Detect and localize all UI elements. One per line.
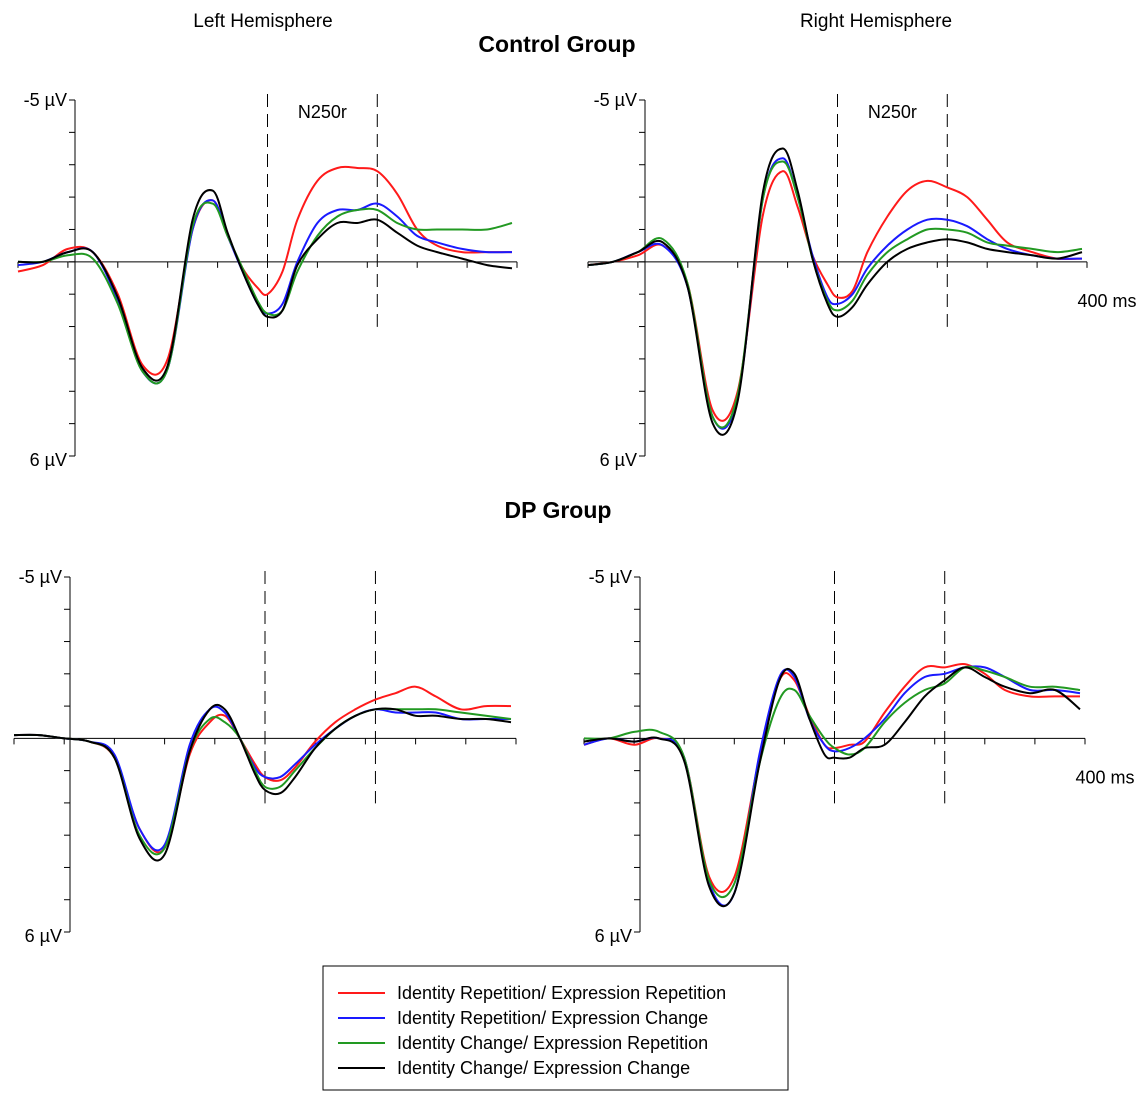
- series-line-0: [587, 170, 1083, 422]
- window-label: N250r: [868, 102, 917, 122]
- legend-entry: Identity Change/ Expression Change: [338, 1058, 690, 1078]
- panel-1: -5 µV 6 µV 400 ms N250r: [587, 90, 1137, 470]
- window-label: N250r: [298, 102, 347, 122]
- y-label-top: -5 µV: [594, 90, 637, 110]
- series-line-2: [13, 707, 512, 856]
- y-label-bottom: 6 µV: [30, 450, 67, 470]
- panels: -5 µV 6 µV N250r -5 µV 6 µV 400 ms N250r -5 µV 6…: [13, 90, 1137, 946]
- series-line-0: [13, 685, 512, 854]
- y-label-bottom: 6 µV: [600, 450, 637, 470]
- series-line-3: [17, 189, 513, 382]
- series-line-0: [583, 662, 1080, 893]
- legend-label-0: Identity Repetition/ Expression Repetiti…: [397, 983, 726, 1003]
- column-title-left: Left Hemisphere: [193, 11, 332, 32]
- series-line-1: [583, 665, 1081, 907]
- series-line-3: [583, 666, 1081, 908]
- legend-entry: Identity Repetition/ Expression Change: [338, 1008, 708, 1028]
- y-label-top: -5 µV: [24, 90, 67, 110]
- y-label-bottom: 6 µV: [595, 926, 632, 946]
- legend-entry: Identity Change/ Expression Repetition: [338, 1033, 708, 1053]
- series-line-2: [17, 201, 513, 385]
- column-title-right: Right Hemisphere: [800, 11, 952, 32]
- panel-0: -5 µV 6 µV N250r: [17, 90, 518, 470]
- group-title-control: Control Group: [478, 31, 635, 57]
- series-line-3: [13, 703, 512, 862]
- series-line-3: [587, 147, 1083, 436]
- y-label-top: -5 µV: [589, 567, 632, 587]
- series-line-1: [587, 157, 1083, 430]
- panel-3: -5 µV 6 µV 400 ms: [583, 567, 1135, 946]
- y-label-top: -5 µV: [19, 567, 62, 587]
- x-label-end: 400 ms: [1077, 291, 1136, 311]
- series-line-1: [17, 199, 513, 385]
- series-line-1: [13, 705, 511, 852]
- legend-label-1: Identity Repetition/ Expression Change: [397, 1008, 708, 1028]
- legend-label-2: Identity Change/ Expression Repetition: [397, 1033, 708, 1053]
- legend-box: [322, 965, 789, 1091]
- legend-entry: Identity Repetition/ Expression Repetiti…: [338, 983, 726, 1003]
- group-title-dp: DP Group: [505, 497, 612, 523]
- legend: Identity Repetition/ Expression Repetiti…: [322, 965, 789, 1091]
- y-label-bottom: 6 µV: [25, 926, 62, 946]
- panel-2: -5 µV 6 µV: [13, 567, 517, 946]
- series-line-0: [17, 165, 512, 376]
- series-line-2: [583, 665, 1081, 899]
- x-label-end: 400 ms: [1075, 767, 1134, 787]
- legend-label-3: Identity Change/ Expression Change: [397, 1058, 690, 1078]
